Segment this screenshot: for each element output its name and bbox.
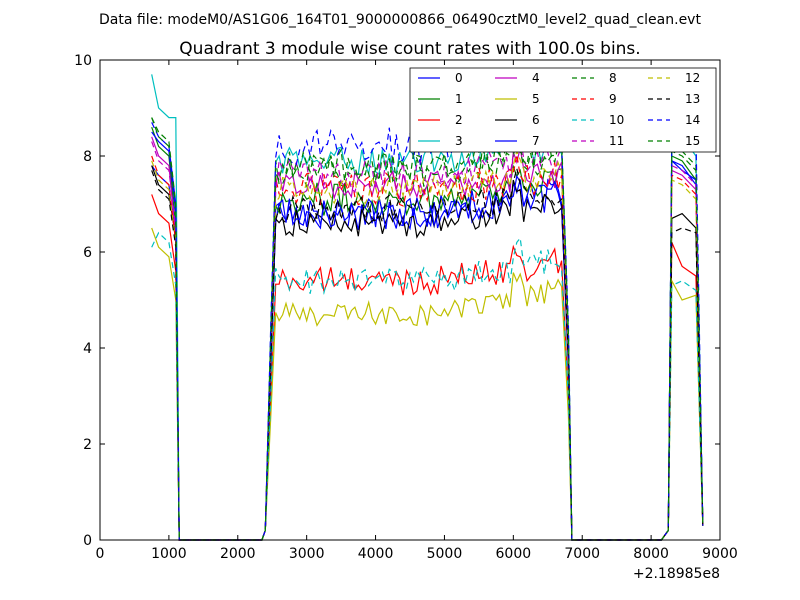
y-tick-label: 2 — [83, 437, 92, 453]
series-line-8 — [151, 117, 704, 541]
y-tick-label: 8 — [83, 149, 92, 165]
x-tick-label: 4000 — [358, 546, 394, 562]
series-line-13 — [151, 168, 704, 541]
y-tick-label: 10 — [74, 53, 92, 69]
x-tick-label: 5000 — [427, 546, 463, 562]
series-line-2 — [151, 194, 704, 541]
x-offset-label: +2.18985e8 — [633, 566, 720, 582]
legend-label-2: 2 — [455, 113, 463, 127]
x-tick-label: 8000 — [633, 546, 669, 562]
legend-label-13: 13 — [685, 92, 700, 106]
legend-label-8: 8 — [609, 71, 617, 85]
x-tick-label: 2000 — [220, 546, 256, 562]
x-tick-label: 3000 — [289, 546, 325, 562]
series-line-12 — [151, 149, 704, 541]
legend-label-7: 7 — [532, 134, 540, 148]
legend-label-14: 14 — [685, 113, 700, 127]
x-tick-label: 9000 — [702, 546, 738, 562]
figure-suptitle: Data file: modeM0/AS1G06_164T01_90000008… — [99, 12, 701, 28]
legend-label-5: 5 — [532, 92, 540, 106]
series-line-9 — [151, 154, 704, 541]
legend-label-12: 12 — [685, 71, 700, 85]
legend-label-0: 0 — [455, 71, 463, 85]
legend-label-11: 11 — [609, 134, 624, 148]
legend-label-10: 10 — [609, 113, 624, 127]
legend-label-1: 1 — [455, 92, 463, 106]
y-tick-label: 0 — [83, 533, 92, 549]
x-axis: 0 1000 2000 3000 4000 5000 6000 7000 8000 9000 — [96, 60, 738, 562]
legend-label-9: 9 — [609, 92, 617, 106]
x-tick-label: 7000 — [564, 546, 600, 562]
legend-label-3: 3 — [455, 134, 463, 148]
x-tick-label: 1000 — [151, 546, 187, 562]
series-line-7 — [151, 131, 704, 541]
axes-frame — [99, 59, 721, 541]
legend-frame — [409, 67, 717, 153]
series-line-6 — [151, 165, 704, 541]
y-tick-label: 6 — [83, 245, 92, 261]
legend-label-15: 15 — [685, 134, 700, 148]
chart-title: Quadrant 3 module wise count rates with … — [179, 39, 640, 59]
y-tick-label: 4 — [83, 341, 92, 357]
legend-label-6: 6 — [532, 113, 540, 127]
series-line-1 — [151, 126, 704, 541]
x-tick-label: 0 — [96, 546, 105, 562]
legend-label-4: 4 — [532, 71, 540, 85]
series-line-5 — [151, 227, 704, 541]
x-tick-label: 6000 — [496, 546, 532, 562]
series-line-4 — [151, 136, 704, 541]
